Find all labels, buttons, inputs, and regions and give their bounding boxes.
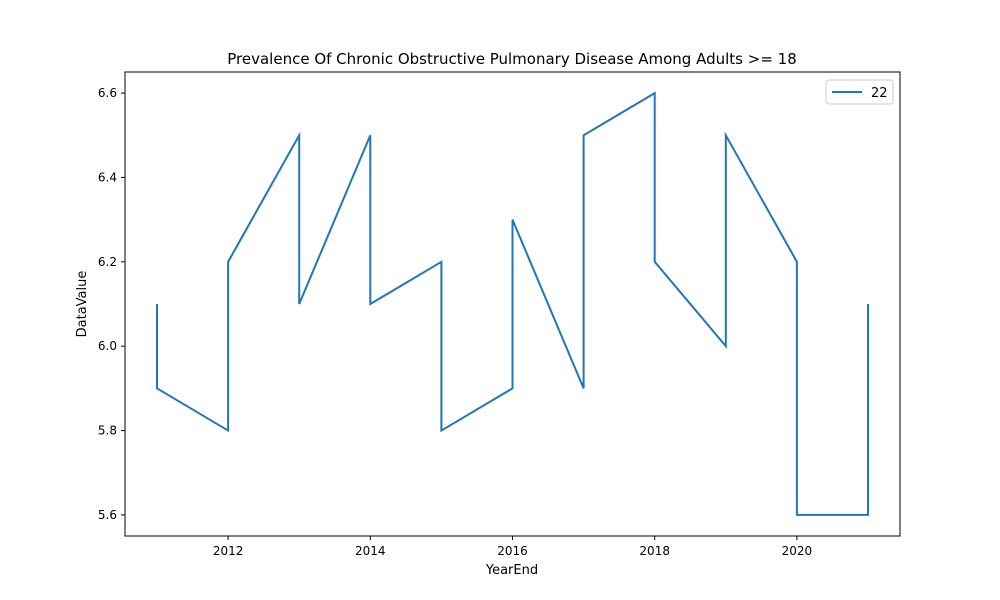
x-tick-label: 2018 (639, 544, 670, 558)
y-tick-label: 6.6 (98, 86, 117, 100)
x-tick-label: 2014 (355, 544, 386, 558)
y-axis-ticks: 5.6 5.8 6.0 6.2 6.4 6.6 (98, 86, 125, 522)
x-axis-ticks: 2012 2014 2016 2018 2020 (213, 536, 812, 558)
legend: 22 (825, 79, 894, 105)
y-tick-label: 6.4 (98, 170, 117, 184)
y-axis-label: DataValue (75, 271, 90, 338)
series-line-0 (156, 91, 869, 516)
x-tick-label: 2020 (782, 544, 813, 558)
x-tick-label: 2016 (497, 544, 528, 558)
y-tick-label: 6.2 (98, 255, 117, 269)
y-tick-label: 6.0 (98, 339, 117, 353)
chart-title: Prevalence Of Chronic Obstructive Pulmon… (227, 50, 797, 68)
y-tick-label: 5.6 (98, 508, 117, 522)
legend-entry-label: 22 (871, 86, 888, 101)
y-tick-label: 5.8 (98, 424, 117, 438)
plot-area-frame (124, 71, 901, 537)
x-axis-label: YearEnd (485, 563, 538, 578)
x-tick-label: 2012 (213, 544, 244, 558)
series-layer (156, 91, 869, 516)
